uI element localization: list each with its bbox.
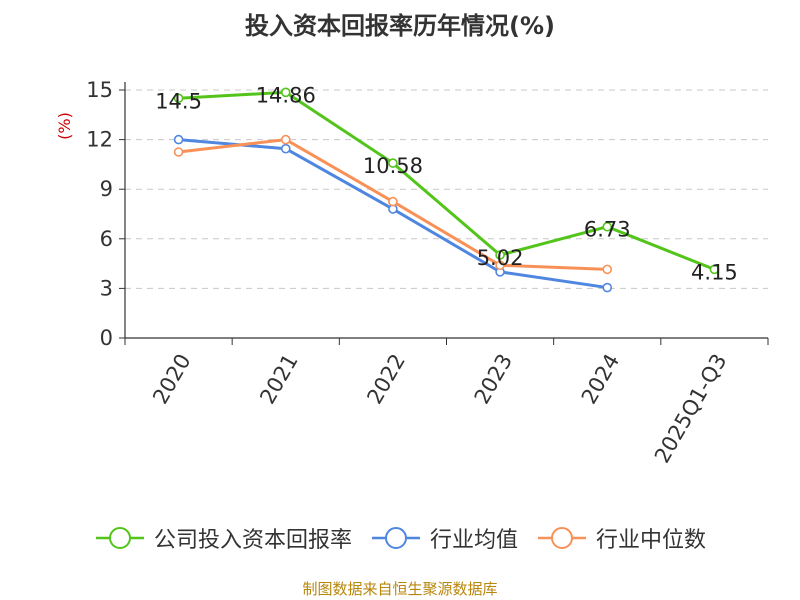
legend-circle xyxy=(551,527,573,549)
data-label: 14.5 xyxy=(155,89,202,113)
x-tick-label: 2020 xyxy=(148,350,196,408)
legend-circle xyxy=(108,527,131,549)
data-point xyxy=(280,87,291,98)
legend-item[interactable]: 行业中位数 xyxy=(536,522,706,554)
data-label: 5.02 xyxy=(477,246,524,270)
legend-label: 行业中位数 xyxy=(596,528,707,553)
legend-item[interactable]: 公司投入资本回报率 xyxy=(94,522,352,554)
x-tick-label: 2022 xyxy=(362,350,410,408)
x-tick-label: 2021 xyxy=(255,350,303,408)
legend-label: 公司投入资本回报率 xyxy=(153,528,352,553)
data-point xyxy=(173,93,184,104)
y-tick-label: 12 xyxy=(86,128,113,152)
data-point xyxy=(280,134,291,145)
data-label: 4.15 xyxy=(691,260,738,284)
chart-title: 投入资本回报率历年情况(%) xyxy=(245,12,555,40)
y-tick-label: 6 xyxy=(100,227,113,251)
x-tick-label: 2024 xyxy=(577,350,625,408)
y-tick-label: 15 xyxy=(86,78,113,102)
y-tick-label: 3 xyxy=(100,276,113,300)
y-tick-label: 9 xyxy=(100,177,113,201)
data-point xyxy=(388,158,398,168)
legend-item[interactable]: 行业均值 xyxy=(370,522,518,554)
data-label: 6.73 xyxy=(584,218,631,242)
data-point xyxy=(709,264,720,275)
data-label: 10.58 xyxy=(363,154,423,178)
legend-circle xyxy=(384,527,407,549)
data-point xyxy=(388,196,398,207)
data-point xyxy=(495,250,505,260)
legend-marker-icon xyxy=(371,527,420,549)
x-tick-label: 2025Q1-Q3 xyxy=(650,350,732,467)
data-point xyxy=(602,264,613,275)
legend: 公司投入资本回报率 行业均值 行业中位数 xyxy=(0,520,800,556)
data-point xyxy=(280,143,291,154)
legend-label: 行业均值 xyxy=(429,528,518,553)
y-tick-label: 0 xyxy=(100,326,113,350)
source-note: 制图数据来自恒生聚源数据库 xyxy=(302,580,498,598)
data-point xyxy=(495,260,505,271)
legend-marker-icon xyxy=(95,527,144,549)
data-label: 14.86 xyxy=(256,83,316,107)
data-point xyxy=(602,221,613,232)
data-point xyxy=(602,282,613,293)
x-tick-label: 2023 xyxy=(470,350,518,408)
y-axis-label: (%) xyxy=(55,112,74,140)
legend-marker-icon xyxy=(538,527,586,549)
data-point xyxy=(173,147,184,157)
data-point xyxy=(173,134,184,145)
series-line xyxy=(178,90,715,271)
